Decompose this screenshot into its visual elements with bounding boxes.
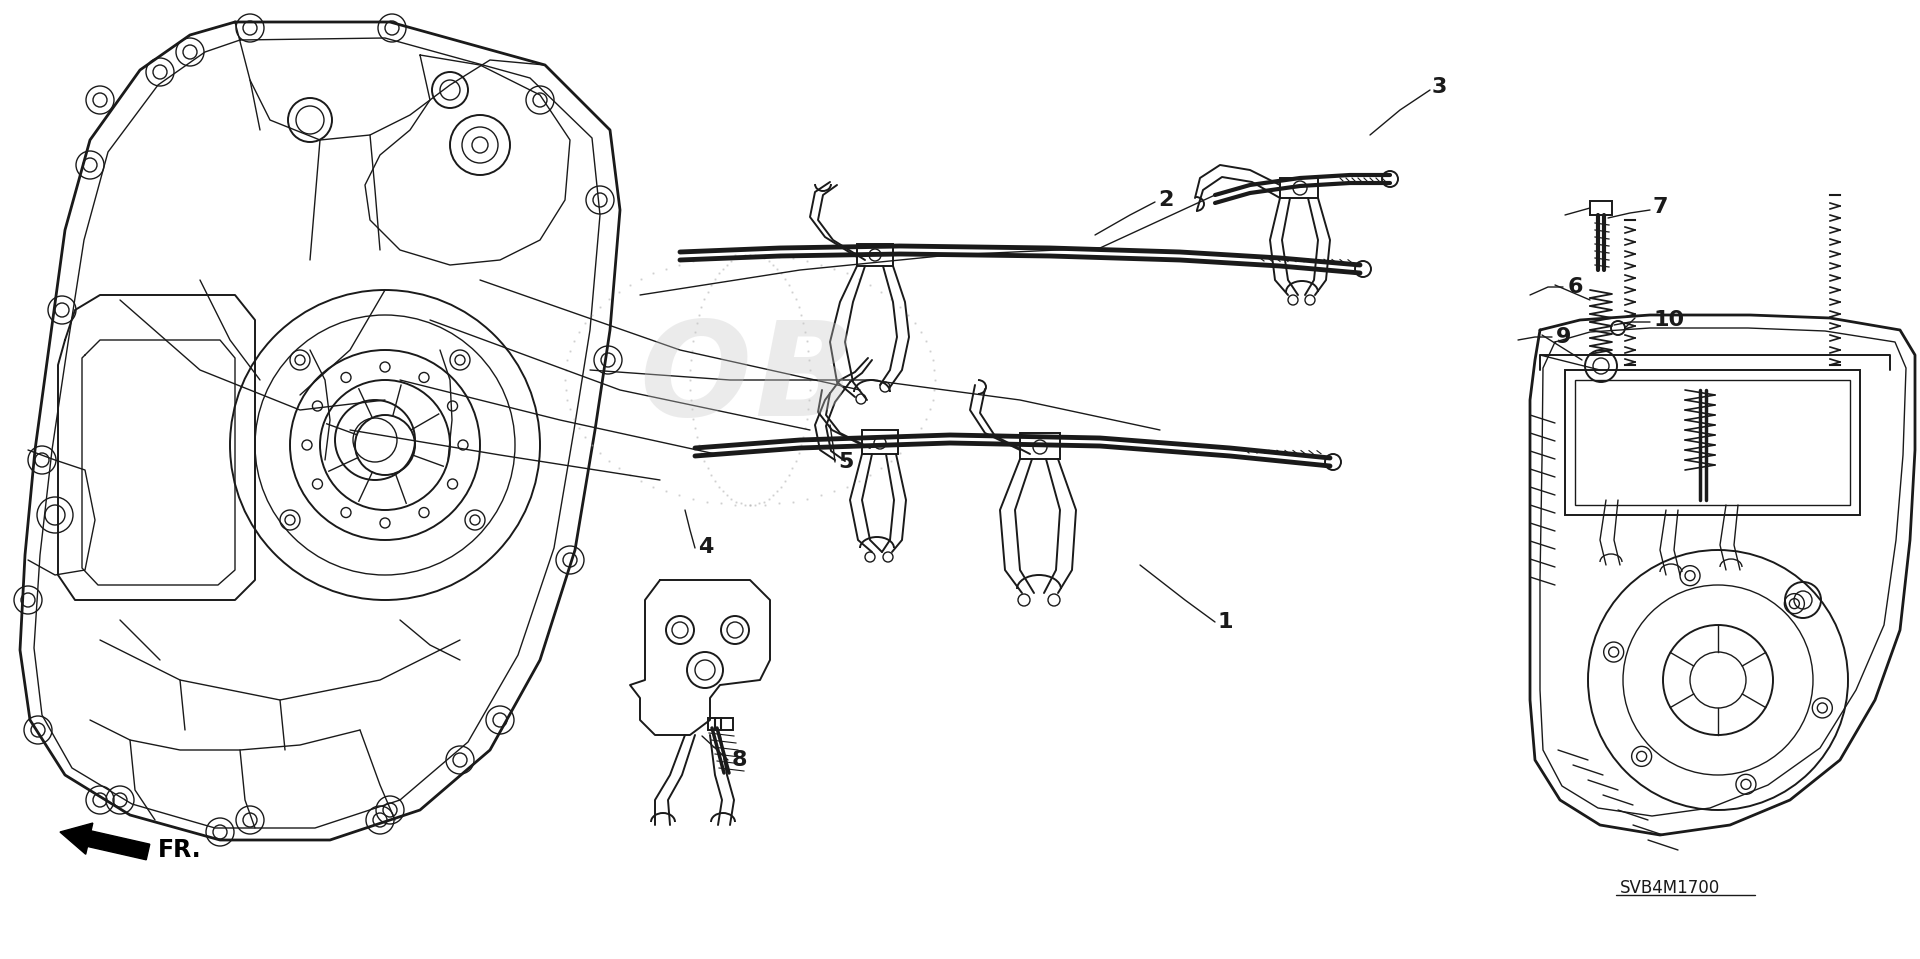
FancyArrow shape	[60, 823, 150, 860]
Bar	[1565, 370, 1860, 515]
Text: 2: 2	[1158, 190, 1173, 210]
Circle shape	[1382, 171, 1398, 187]
Bar	[1281, 178, 1317, 198]
Text: 6: 6	[1569, 277, 1584, 297]
Bar	[1590, 201, 1613, 215]
Circle shape	[1325, 454, 1340, 470]
Bar	[862, 430, 899, 454]
Bar	[1020, 433, 1060, 459]
Text: 5: 5	[837, 452, 852, 472]
Text: 8: 8	[732, 750, 747, 770]
Bar	[856, 244, 893, 266]
Text: 10: 10	[1653, 310, 1684, 330]
Text: 1: 1	[1217, 612, 1233, 632]
Bar	[1574, 380, 1851, 505]
Text: FR.: FR.	[157, 838, 202, 862]
Circle shape	[1611, 321, 1624, 335]
Text: 7: 7	[1653, 197, 1668, 217]
Text: O: O	[639, 316, 751, 443]
Circle shape	[1356, 261, 1371, 277]
Text: 3: 3	[1432, 77, 1448, 97]
Text: SVB4M1700: SVB4M1700	[1620, 879, 1720, 897]
Text: 4: 4	[699, 537, 714, 557]
Text: 9: 9	[1555, 327, 1571, 347]
Text: B: B	[755, 316, 854, 443]
Bar	[708, 718, 733, 730]
